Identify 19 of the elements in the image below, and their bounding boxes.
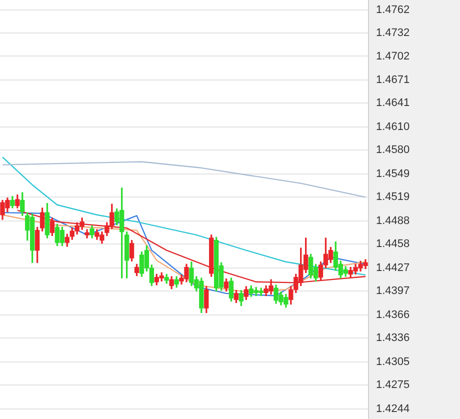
y-tick-label: 1.4641 <box>376 97 410 110</box>
y-tick-label: 1.4458 <box>376 238 410 250</box>
y-tick-label: 1.4427 <box>376 262 410 274</box>
y-tick-label: 1.4519 <box>376 191 410 204</box>
y-tick-label: 1.4671 <box>376 74 410 86</box>
y-tick-label: 1.4397 <box>376 285 410 298</box>
y-tick-label: 1.4580 <box>376 144 410 156</box>
y-tick-label: 1.4244 <box>376 403 410 416</box>
y-tick-label: 1.4732 <box>376 27 410 40</box>
y-tick-label: 1.4305 <box>376 356 410 368</box>
y-tick-label: 1.4610 <box>376 121 410 134</box>
y-tick-label: 1.4366 <box>376 309 410 322</box>
candlestick <box>84 229 90 238</box>
y-tick-label: 1.4762 <box>376 4 410 16</box>
y-tick-label: 1.4275 <box>376 379 410 392</box>
y-tick-label: 1.4549 <box>376 168 410 180</box>
y-tick-label: 1.4336 <box>376 332 410 344</box>
y-tick-label: 1.4488 <box>376 215 410 228</box>
y-tick-label: 1.4702 <box>376 50 410 62</box>
